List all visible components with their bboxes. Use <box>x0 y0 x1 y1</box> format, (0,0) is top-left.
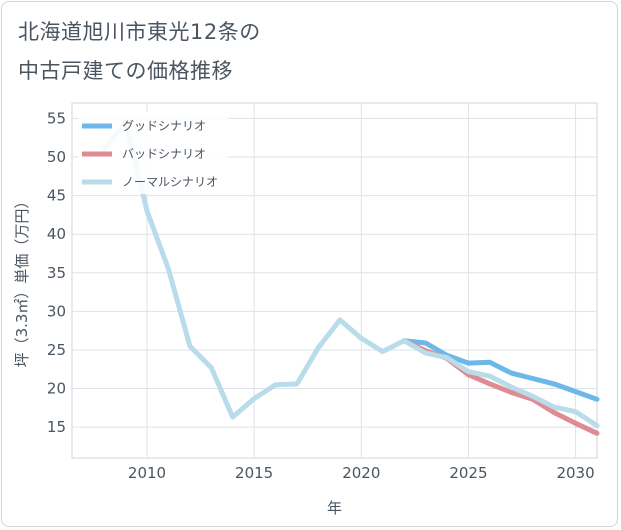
y-tick-label: 20 <box>47 380 66 398</box>
y-tick-label: 15 <box>47 418 66 436</box>
chart-title-line-1: 北海道旭川市東光12条の <box>18 20 261 44</box>
y-tick-label: 55 <box>47 109 66 127</box>
series-line-1 <box>401 338 600 402</box>
x-tick-label: 2015 <box>235 464 273 482</box>
y-tick-label: 30 <box>47 302 66 320</box>
x-tick-label: 2010 <box>128 464 166 482</box>
plot-frame <box>71 102 598 459</box>
x-tick-label: 2025 <box>449 464 487 482</box>
series-lines <box>101 119 600 436</box>
y-tick-label: 45 <box>47 187 66 205</box>
x-tick-label: 2020 <box>342 464 380 482</box>
chart-title-line-2: 中古戸建ての価格推移 <box>18 59 233 83</box>
series-line-3 <box>101 119 600 429</box>
legend-label: ノーマルシナリオ <box>122 175 218 189</box>
y-tick-label: 40 <box>47 225 66 243</box>
legend-label: バッドシナリオ <box>122 147 206 161</box>
legend-label: グッドシナリオ <box>122 119 206 133</box>
x-axis-title: 年 <box>327 499 342 517</box>
y-tick-label: 50 <box>47 148 66 166</box>
y-axis-title: 坪（3.3㎡）単価（万円） <box>13 194 31 368</box>
y-tick-label: 25 <box>47 341 66 359</box>
x-tick-label: 2030 <box>556 464 594 482</box>
y-tick-label: 35 <box>47 264 66 282</box>
